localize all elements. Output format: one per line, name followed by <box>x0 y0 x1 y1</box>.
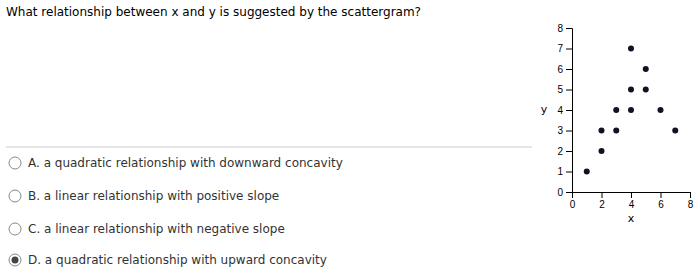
point <box>599 148 605 154</box>
x-tick-mark <box>602 192 603 198</box>
y-tick: 5 <box>557 84 572 95</box>
y-axis-label: y <box>541 103 548 116</box>
answer-option[interactable]: D. a quadratic relationship with upward … <box>9 253 327 267</box>
divider <box>6 147 532 148</box>
point <box>643 66 649 72</box>
point <box>628 87 634 93</box>
x-axis: 0 2 4 6 8 <box>570 192 694 210</box>
x-tick: 2 <box>599 192 605 210</box>
y-tick-label: 8 <box>557 23 563 34</box>
radio-button[interactable] <box>9 190 21 202</box>
y-tick-mark <box>566 192 572 193</box>
y-tick: 8 <box>557 23 572 34</box>
y-tick: 3 <box>557 125 572 136</box>
x-tick-mark <box>661 192 662 198</box>
x-tick-label: 0 <box>570 199 576 210</box>
y-tick-label: 0 <box>557 187 563 198</box>
point <box>613 107 619 113</box>
x-axis-label: x <box>628 212 635 225</box>
answer-option[interactable]: B. a linear relationship with positive s… <box>9 189 279 203</box>
chart: What relationship between x and y is sug… <box>0 0 700 278</box>
x-tick: 8 <box>688 192 694 210</box>
x-tick-mark <box>690 192 691 198</box>
y-tick-mark <box>566 151 572 152</box>
point <box>672 128 678 134</box>
answer-option-label[interactable]: D. a quadratic relationship with upward … <box>28 253 327 267</box>
y-tick: 0 <box>557 187 572 198</box>
y-tick-mark <box>566 69 572 70</box>
answer-option[interactable]: A. a quadratic relationship with downwar… <box>9 156 343 170</box>
point <box>599 128 605 134</box>
y-tick: 4 <box>557 105 572 116</box>
y-tick-mark <box>566 110 572 111</box>
point <box>613 128 619 134</box>
y-tick: 7 <box>557 43 572 54</box>
x-tick-label: 2 <box>599 199 605 210</box>
radio-button[interactable] <box>9 223 21 235</box>
radio-selected <box>12 257 19 264</box>
y-tick: 1 <box>557 166 572 177</box>
x-axis-line <box>573 193 691 199</box>
y-axis: 0 1 2 3 4 5 6 7 8 <box>557 23 572 198</box>
y-tick-label: 3 <box>557 125 563 136</box>
x-tick-label: 8 <box>688 199 694 210</box>
points <box>584 46 679 175</box>
y-tick: 2 <box>557 146 572 157</box>
x-tick-label: 6 <box>658 199 664 210</box>
radio-button[interactable] <box>9 157 21 169</box>
title: What relationship between x and y is sug… <box>6 5 421 19</box>
y-tick-mark <box>566 90 572 91</box>
y-axis-line <box>566 29 573 193</box>
y-tick-label: 2 <box>557 146 563 157</box>
point <box>628 107 634 113</box>
answer-option-label[interactable]: C. a linear relationship with negative s… <box>28 222 285 236</box>
point <box>658 107 664 113</box>
y-tick: 6 <box>557 64 572 75</box>
answer-option[interactable]: C. a linear relationship with negative s… <box>9 222 285 236</box>
y-tick-label: 6 <box>557 64 563 75</box>
x-tick-mark <box>631 192 632 198</box>
y-tick-label: 1 <box>557 166 563 177</box>
y-tick-mark <box>566 28 572 29</box>
point <box>628 46 634 52</box>
x-tick-label: 4 <box>629 199 635 210</box>
point <box>643 87 649 93</box>
y-tick-label: 7 <box>557 43 563 54</box>
point <box>584 169 590 175</box>
x-tick: 0 <box>570 192 576 210</box>
answer-option-label[interactable]: A. a quadratic relationship with downwar… <box>28 156 343 170</box>
y-tick-label: 4 <box>557 105 563 116</box>
y-tick-label: 5 <box>557 84 563 95</box>
y-tick-mark <box>566 49 572 50</box>
x-tick: 4 <box>629 192 635 210</box>
x-tick: 6 <box>658 192 664 210</box>
answer-option-label[interactable]: B. a linear relationship with positive s… <box>28 189 279 203</box>
radio-button[interactable] <box>9 254 21 266</box>
y-tick-mark <box>566 172 572 173</box>
y-tick-mark <box>566 131 572 132</box>
